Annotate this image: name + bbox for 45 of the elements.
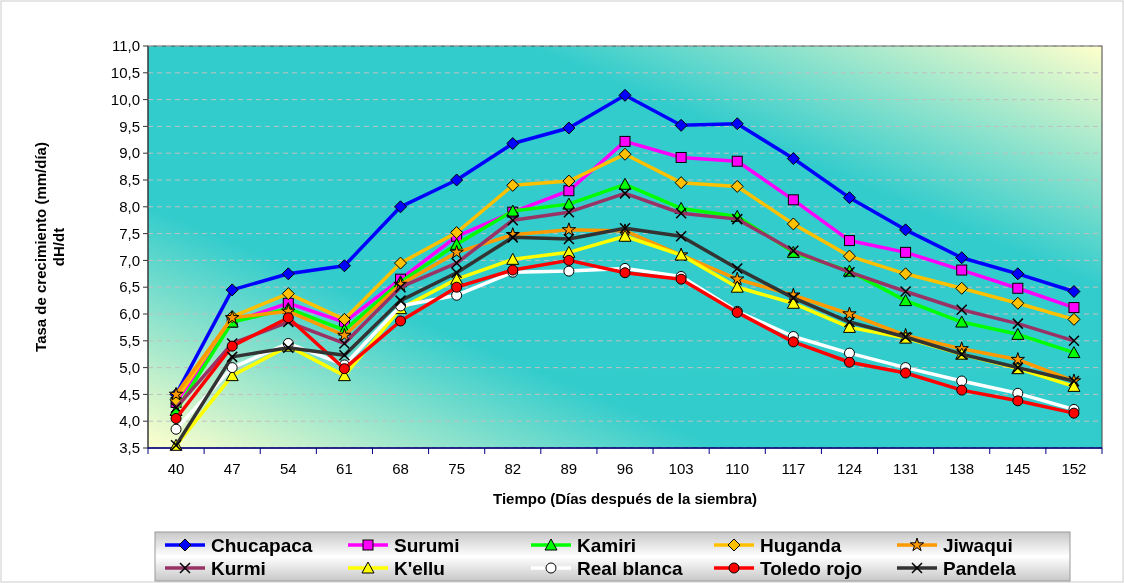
y-tick-label: 9,0 bbox=[119, 144, 140, 162]
x-tick-label: 75 bbox=[448, 460, 465, 477]
legend-label: Pandela bbox=[943, 557, 1017, 579]
legend-label: Kurmi bbox=[211, 557, 266, 579]
x-tick-label: 138 bbox=[949, 460, 975, 477]
y-tick-label: 6,5 bbox=[119, 278, 140, 296]
legend-label: K'ellu bbox=[394, 557, 445, 579]
x-tick-label: 131 bbox=[893, 460, 919, 477]
y-tick-label: 3,5 bbox=[119, 439, 140, 457]
x-tick-label: 110 bbox=[725, 460, 750, 477]
legend-label: Surumi bbox=[394, 534, 460, 556]
y-tick-label: 5,5 bbox=[119, 332, 140, 350]
y-tick-label: 8,0 bbox=[119, 198, 140, 216]
legend-label: Real blanca bbox=[577, 557, 684, 579]
x-tick-label: 61 bbox=[336, 460, 353, 477]
y-tick-label: 10,5 bbox=[110, 64, 140, 82]
x-tick-label: 152 bbox=[1061, 460, 1087, 477]
x-tick-label: 89 bbox=[560, 460, 578, 477]
x-tick-label: 124 bbox=[836, 460, 862, 477]
x-tick-label: 47 bbox=[223, 460, 241, 477]
x-tick-label: 117 bbox=[781, 460, 806, 477]
legend-label: Toledo rojo bbox=[760, 557, 863, 579]
y-axis-title: Tasa de crecimiento (mm/día) dH/dt bbox=[32, 142, 67, 352]
x-axis-title: Tiempo (Días después de la siembra) bbox=[493, 490, 757, 507]
y-tick-label: 9,5 bbox=[119, 117, 140, 135]
y-tick-label: 7,0 bbox=[119, 251, 140, 269]
x-tick-label: 145 bbox=[1005, 460, 1031, 477]
x-tick-label: 96 bbox=[616, 460, 634, 477]
y-tick-label: 8,5 bbox=[119, 171, 140, 189]
x-tick-label: 40 bbox=[167, 460, 185, 477]
x-tick-label: 68 bbox=[392, 460, 409, 477]
x-tick-label: 82 bbox=[504, 460, 522, 477]
y-tick-label: 6,0 bbox=[119, 305, 140, 323]
legend-label: Huganda bbox=[760, 534, 842, 556]
x-tick-label: 54 bbox=[279, 460, 297, 477]
legend-label: Kamiri bbox=[577, 534, 637, 556]
x-tick-label: 103 bbox=[668, 460, 694, 477]
y-tick-label: 11,0 bbox=[111, 37, 140, 55]
y-tick-label: 5,0 bbox=[119, 358, 140, 376]
y-tick-label: 10,0 bbox=[110, 90, 140, 108]
y-tick-label: 7,5 bbox=[119, 224, 140, 242]
legend-label: Jiwaqui bbox=[943, 534, 1013, 556]
y-tick-label: 4,5 bbox=[119, 385, 140, 403]
y-tick-label: 4,0 bbox=[119, 412, 140, 430]
legend-label: Chucapaca bbox=[211, 534, 313, 556]
